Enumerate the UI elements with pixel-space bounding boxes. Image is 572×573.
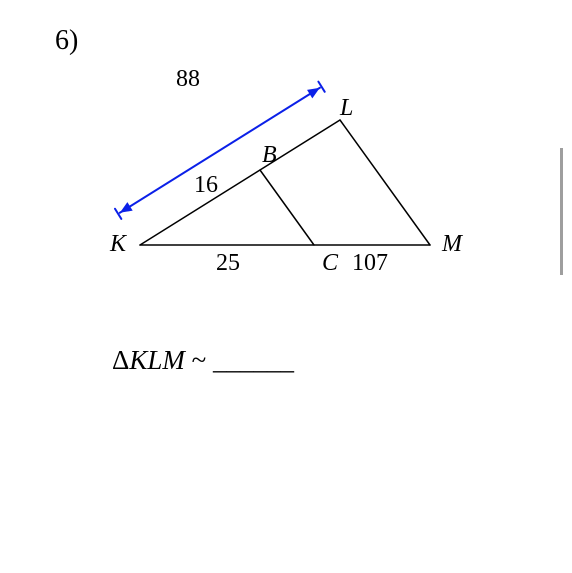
triangle-KLM-name: KLM bbox=[129, 345, 185, 375]
vertex-M-label: M bbox=[442, 231, 462, 258]
point-C-label: C bbox=[322, 250, 338, 277]
length-KC: 25 bbox=[216, 250, 240, 277]
similar-symbol: ~ bbox=[185, 345, 213, 375]
length-KL: 88 bbox=[176, 66, 200, 93]
vertex-K-label: K bbox=[110, 231, 126, 258]
page-divider bbox=[560, 148, 563, 275]
vertex-L-label: L bbox=[340, 95, 353, 122]
answer-blank: ______ bbox=[213, 345, 294, 375]
delta-symbol: Δ bbox=[112, 345, 129, 375]
figure-container bbox=[0, 0, 572, 400]
length-CM: 107 bbox=[352, 250, 388, 277]
point-B-label: B bbox=[262, 142, 277, 169]
triangle-figure bbox=[0, 0, 572, 400]
similarity-statement: ΔKLM ~ ______ bbox=[112, 345, 294, 376]
length-KB: 16 bbox=[194, 172, 218, 199]
